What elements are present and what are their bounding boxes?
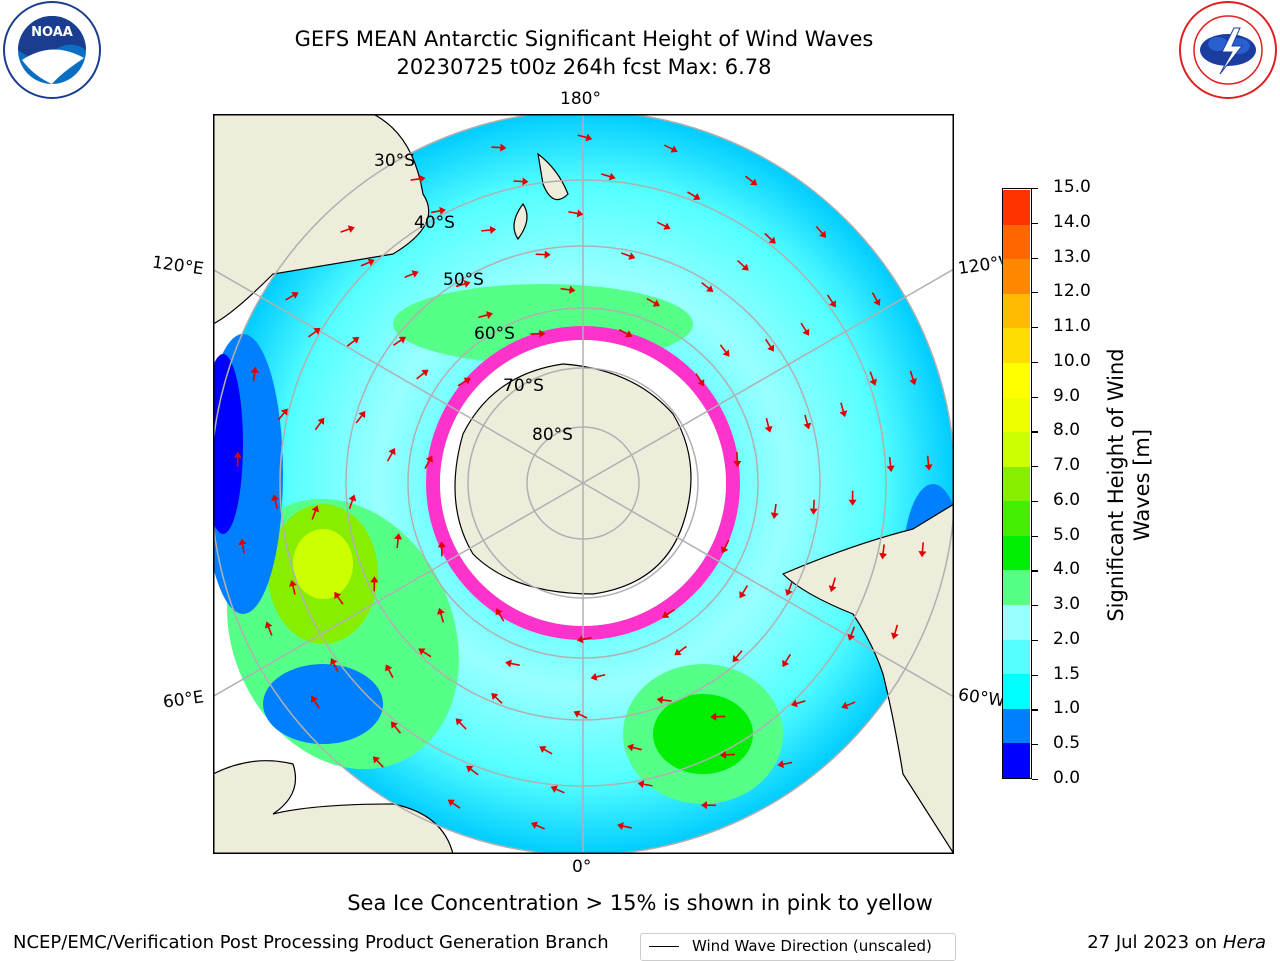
colorbar-tick-label: 13.0: [1053, 247, 1091, 267]
footer-date: 27 Jul 2023 on Hera: [1087, 932, 1266, 953]
colorbar-tick: [1032, 397, 1038, 398]
colorbar-tick-label: 8.0: [1053, 420, 1080, 440]
colorbar-label: Significant Height of Wind Waves [m]: [1103, 335, 1155, 635]
lat-label-70: 70°S: [503, 376, 544, 396]
colorbar: [1002, 188, 1032, 779]
colorbar-tick-label: 12.0: [1053, 281, 1091, 301]
legend-label: Wind Wave Direction (unscaled): [692, 937, 932, 955]
colorbar-segment: [1003, 259, 1030, 294]
colorbar-tick: [1032, 188, 1038, 189]
colorbar-tick-label: 5.0: [1053, 525, 1080, 545]
colorbar-tick-label: 10.0: [1053, 351, 1091, 371]
colorbar-segment: [1003, 190, 1030, 225]
colorbar-tick-label: 15.0: [1053, 177, 1091, 197]
colorbar-tick: [1032, 536, 1038, 537]
map-legend: Wind Wave Direction (unscaled): [640, 933, 956, 961]
sea-ice-note: Sea Ice Concentration > 15% is shown in …: [0, 891, 1280, 915]
colorbar-segment: [1003, 708, 1030, 743]
colorbar-segment: [1003, 743, 1030, 778]
legend-line-icon: [649, 946, 679, 947]
nws-logo: [1176, 0, 1280, 100]
lat-label-50: 50°S: [443, 270, 484, 290]
colorbar-tick-label: 11.0: [1053, 316, 1091, 336]
colorbar-tick: [1032, 779, 1038, 780]
colorbar-segment: [1003, 674, 1030, 709]
lon-label-60w: 60°W: [957, 685, 1003, 711]
colorbar-tick-label: 0.0: [1053, 768, 1080, 788]
colorbar-tick-label: 1.5: [1053, 664, 1080, 684]
colorbar-tick-label: 0.5: [1053, 733, 1080, 753]
colorbar-tick: [1032, 640, 1038, 641]
colorbar-tick: [1032, 466, 1038, 467]
lon-label-120e: 120°E: [151, 252, 205, 279]
colorbar-tick: [1032, 570, 1038, 571]
lon-label-60e: 60°E: [162, 687, 205, 712]
footer-host: Hera: [1223, 932, 1266, 953]
colorbar-tick-label: 2.0: [1053, 629, 1080, 649]
lat-label-30: 30°S: [374, 151, 415, 171]
colorbar-tick-label: 9.0: [1053, 386, 1080, 406]
colorbar-tick-label: 1.0: [1053, 698, 1080, 718]
chart-subtitle: 20230725 t00z 264h fcst Max: 6.78: [0, 55, 1168, 79]
colorbar-tick: [1032, 744, 1038, 745]
colorbar-tick: [1032, 362, 1038, 363]
colorbar-segment: [1003, 362, 1030, 397]
colorbar-tick: [1032, 675, 1038, 676]
colorbar-tick: [1032, 292, 1038, 293]
colorbar-tick: [1032, 223, 1038, 224]
lat-label-40: 40°S: [414, 213, 455, 233]
colorbar-segment: [1003, 328, 1030, 363]
colorbar-tick: [1032, 709, 1038, 710]
colorbar-segment: [1003, 639, 1030, 674]
colorbar-segment: [1003, 605, 1030, 640]
colorbar-tick-label: 6.0: [1053, 490, 1080, 510]
polar-map: 30°S 40°S 50°S 60°S 70°S 80°S Wind Wave …: [213, 114, 954, 854]
colorbar-tick: [1032, 605, 1038, 606]
lon-label-180: 180°: [560, 89, 601, 109]
footer-org: NCEP/EMC/Verification Post Processing Pr…: [13, 932, 609, 953]
colorbar-tick-label: 3.0: [1053, 594, 1080, 614]
colorbar-segment: [1003, 535, 1030, 570]
colorbar-segment: [1003, 570, 1030, 605]
lat-label-60: 60°S: [474, 324, 515, 344]
colorbar-segment: [1003, 432, 1030, 467]
colorbar-tick: [1032, 258, 1038, 259]
lon-label-120w: 120°W: [957, 253, 1003, 279]
colorbar-segment: [1003, 501, 1030, 536]
lon-label-0: 0°: [572, 857, 591, 877]
map-svg: [213, 114, 954, 854]
lat-label-80: 80°S: [532, 425, 573, 445]
chart-title: GEFS MEAN Antarctic Significant Height o…: [0, 27, 1168, 51]
colorbar-tick-label: 4.0: [1053, 559, 1080, 579]
colorbar-tick: [1032, 431, 1038, 432]
colorbar-segment: [1003, 466, 1030, 501]
colorbar-tick-label: 7.0: [1053, 455, 1080, 475]
antarctica-land: [455, 364, 691, 594]
colorbar-tick-label: 14.0: [1053, 212, 1091, 232]
colorbar-tick: [1032, 501, 1038, 502]
colorbar-segment: [1003, 224, 1030, 259]
colorbar-tick: [1032, 327, 1038, 328]
colorbar-segment: [1003, 293, 1030, 328]
footer-date-text: 27 Jul 2023 on: [1087, 932, 1223, 953]
colorbar-segment: [1003, 397, 1030, 432]
